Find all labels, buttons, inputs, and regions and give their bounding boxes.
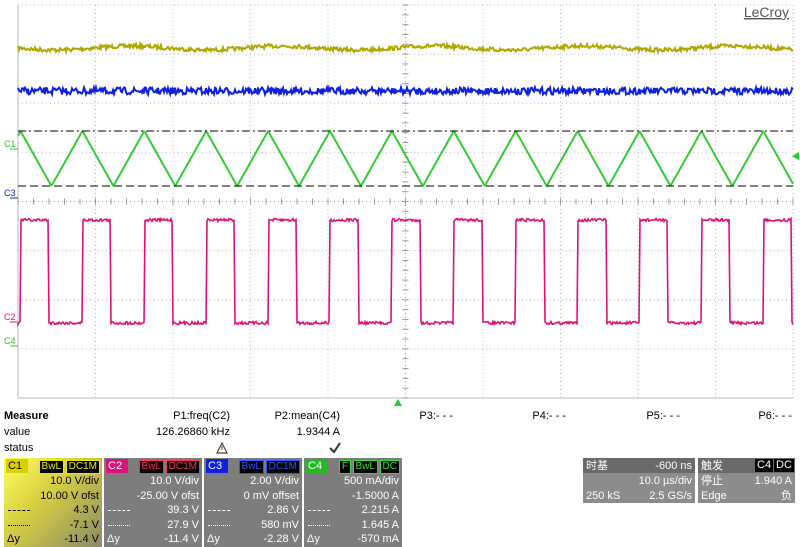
channel-box[interactable]: C1 DC1M BwL 10.0 V/div 10.00 V ofst 4.3 V -7.1… xyxy=(4,458,102,547)
delta-label: Δy xyxy=(7,533,20,545)
trace-label: C2 xyxy=(4,312,16,322)
channel-tag: DC1M xyxy=(65,460,100,474)
screen-bg xyxy=(0,0,800,406)
trigger-box[interactable]: 触发 C4 DC 停止 1.940 A Edge 负 xyxy=(698,458,795,503)
param-value: 126.26860 kHz xyxy=(156,426,230,438)
timebase-rate: 2.5 GS/s xyxy=(649,490,692,502)
param-name[interactable]: P6:- - - xyxy=(758,410,792,422)
channel-cursor2: 580 mV xyxy=(261,518,299,531)
trigger-level-marker xyxy=(792,152,799,160)
delta-label: Δy xyxy=(207,533,220,545)
channel-label: C3 xyxy=(206,459,228,473)
channel-tag: DC xyxy=(379,460,400,474)
row-label: status xyxy=(4,442,34,454)
timebase-label: 时基 xyxy=(586,460,608,472)
trigger-label: 触发 xyxy=(701,460,723,472)
waveform-screen: LeCroy C1 C3 C2 C4 xyxy=(0,0,800,406)
trigger-type: Edge xyxy=(701,490,727,502)
cursor2-marker xyxy=(108,524,130,526)
delta-label: Δy xyxy=(107,533,120,545)
timebase-header xyxy=(583,458,695,473)
param-name[interactable]: P5:- - - xyxy=(646,410,680,422)
param-name[interactable]: P1:freq(C2) xyxy=(173,410,230,422)
channel-offset: 10.00 V ofst xyxy=(40,489,99,502)
timebase-scale: 10.0 µs/div xyxy=(638,475,692,487)
timebase-samples: 250 kS xyxy=(586,490,621,502)
param-name[interactable]: P4:- - - xyxy=(532,410,566,422)
channel-tag: DC1M xyxy=(165,460,200,474)
measure-title: Measure xyxy=(4,410,49,422)
status-warning-icon xyxy=(216,442,228,454)
trace-c4 xyxy=(17,128,794,188)
channel-cursor1: 2.215 A xyxy=(361,504,399,516)
timebase-delay: -600 ns xyxy=(655,460,692,472)
channel-tag: BwL xyxy=(38,460,64,474)
trigger-source: C4 xyxy=(755,459,774,472)
channel-offset: -1.5000 A xyxy=(351,489,399,502)
channel-cursor1: 39.3 V xyxy=(167,504,199,516)
channel-tag: BwL xyxy=(138,460,164,474)
channel-box[interactable]: C2 DC1M BwL 10.0 V/div -25.00 V ofst 39.3 V 27… xyxy=(104,458,202,547)
channel-cursor2: 1.645 A xyxy=(361,518,399,531)
channel-label: C1 xyxy=(6,459,28,473)
channel-delta: -2.28 V xyxy=(263,533,299,545)
cursor1-marker xyxy=(108,510,130,511)
param-name[interactable]: P2:mean(C4) xyxy=(274,410,340,422)
param-value: 1.9344 A xyxy=(296,426,340,438)
delta-label: Δy xyxy=(307,533,320,545)
trigger-slope: 负 xyxy=(781,490,792,502)
channel-cursor2: -7.1 V xyxy=(69,518,99,531)
channel-tag: BwL xyxy=(238,460,264,474)
channel-cursor1: 4.3 V xyxy=(73,504,99,516)
row-label: value xyxy=(4,426,31,438)
channel-scale: 2.00 V/div xyxy=(250,475,299,487)
trigger-position-marker xyxy=(394,399,402,406)
cursor1-marker xyxy=(208,510,230,511)
trace-c1 xyxy=(17,40,794,55)
channel-tag: DC1M xyxy=(265,460,300,474)
channel-tag: BwL xyxy=(352,460,378,474)
trace-label: C4 xyxy=(4,336,16,346)
channel-label: C2 xyxy=(106,459,128,473)
trigger-state: 停止 xyxy=(701,475,723,487)
status-ok-icon xyxy=(329,442,341,454)
timebase-box[interactable]: 时基 -600 ns 10.0 µs/div 250 kS 2.5 GS/s xyxy=(583,458,695,503)
trace-label: C1 xyxy=(4,139,16,149)
channel-delta: -11.4 V xyxy=(164,533,199,545)
channel-delta: -570 mA xyxy=(357,533,399,545)
channel-offset: 0 mV offset xyxy=(243,489,299,502)
channel-label: C4 xyxy=(306,459,328,473)
trigger-coupling: DC xyxy=(774,459,794,472)
trace-c2 xyxy=(17,216,794,328)
traces xyxy=(17,40,794,328)
channel-cursor2: 27.9 V xyxy=(167,518,199,531)
trace-c3 xyxy=(17,83,794,99)
brand-logo: LeCroy xyxy=(744,4,789,20)
param-name[interactable]: P3:- - - xyxy=(419,410,453,422)
cursor1-marker xyxy=(8,510,30,511)
channel-box[interactable]: C4 DC BwL F 500 mA/div -1.5000 A 2.215 A 1.645 … xyxy=(304,458,402,547)
channel-cursor1: 2.86 V xyxy=(267,504,299,516)
channel-offset: -25.00 V ofst xyxy=(136,489,199,502)
channel-scale: 500 mA/div xyxy=(343,475,399,487)
cursor2-marker xyxy=(208,524,230,526)
channel-scale: 10.0 V/div xyxy=(50,475,99,487)
channel-delta: -11.4 V xyxy=(64,533,99,545)
graticule xyxy=(17,4,794,399)
trigger-level: 1.940 A xyxy=(754,475,792,487)
channel-box[interactable]: C3 DC1M BwL 2.00 V/div 0 mV offset 2.86 V 580 … xyxy=(204,458,302,547)
channel-scale: 10.0 V/div xyxy=(150,475,199,487)
cursor1-marker xyxy=(308,510,330,511)
trace-label: C3 xyxy=(4,188,16,198)
channel-tag: F xyxy=(338,460,351,474)
cursor2-marker xyxy=(308,524,330,526)
cursor2-marker xyxy=(8,524,30,526)
